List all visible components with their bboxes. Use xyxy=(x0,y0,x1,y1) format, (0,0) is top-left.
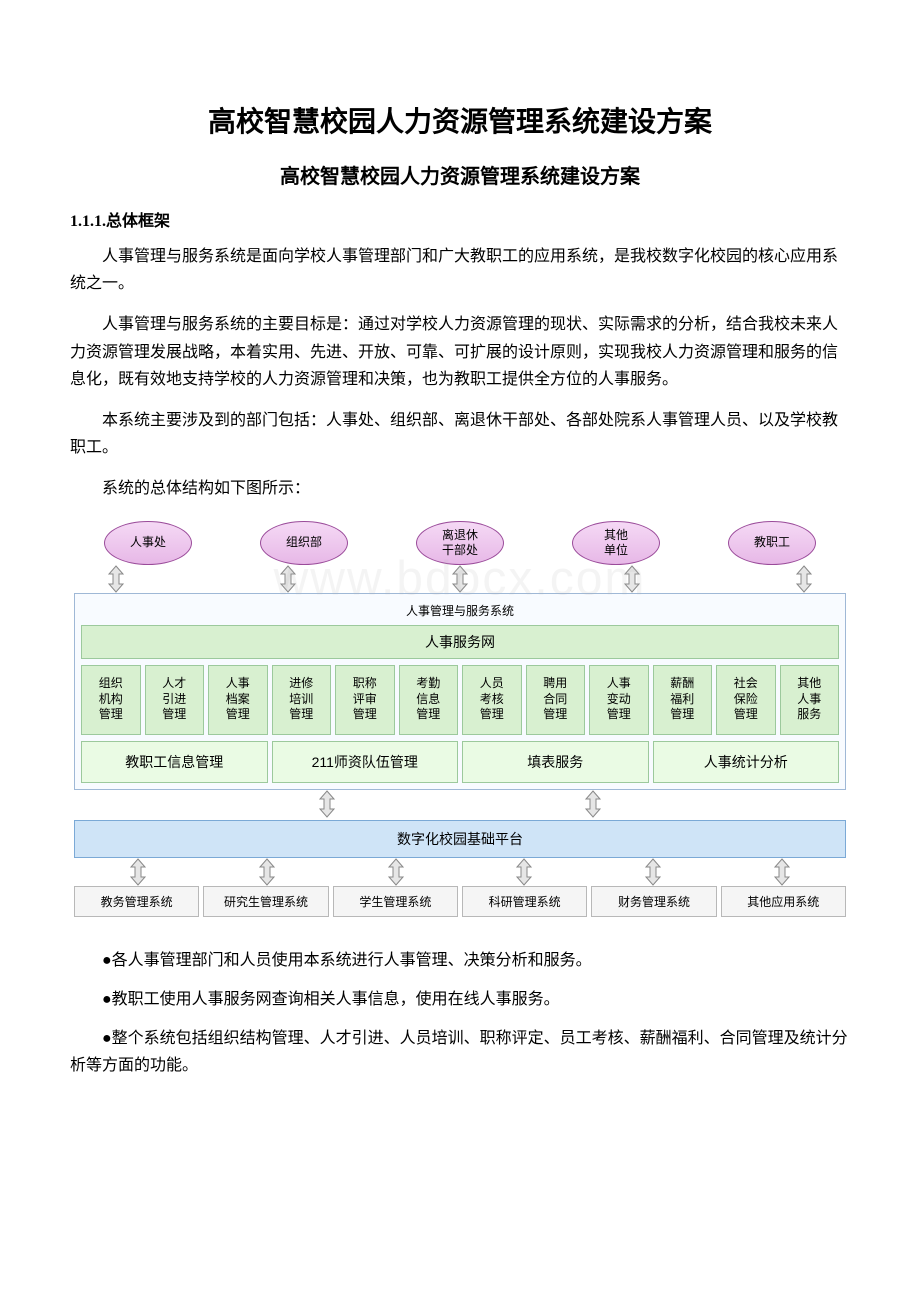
actor-ellipse: 离退休 干部处 xyxy=(416,521,504,565)
bidirectional-arrow-icon xyxy=(792,565,816,593)
bidirectional-arrow-icon xyxy=(126,858,150,886)
module-box: 组织 机构 管理 xyxy=(81,665,141,735)
document-title: 高校智慧校园人力资源管理系统建设方案 xyxy=(70,100,850,140)
main-system-label: 人事管理与服务系统 xyxy=(81,600,839,625)
bidirectional-arrow-icon xyxy=(448,565,472,593)
arrow-row xyxy=(74,858,846,886)
bidirectional-arrow-icon xyxy=(315,790,339,818)
service-net-box: 人事服务网 xyxy=(81,625,839,659)
bidirectional-arrow-icon xyxy=(276,565,300,593)
platform-bar: 数字化校园基础平台 xyxy=(74,820,846,858)
actor-ellipse: 组织部 xyxy=(260,521,348,565)
module-box: 人事 档案 管理 xyxy=(208,665,268,735)
actor-ellipse: 人事处 xyxy=(104,521,192,565)
wide-module-row: 教职工信息管理211师资队伍管理填表服务人事统计分析 xyxy=(81,741,839,783)
module-box: 社会 保险 管理 xyxy=(716,665,776,735)
external-systems-row: 教务管理系统研究生管理系统学生管理系统科研管理系统财务管理系统其他应用系统 xyxy=(74,886,846,917)
paragraph: 本系统主要涉及到的部门包括：人事处、组织部、离退休干部处、各部处院系人事管理人员… xyxy=(70,407,850,461)
actor-ellipse: 其他 单位 xyxy=(572,521,660,565)
bidirectional-arrow-icon xyxy=(384,858,408,886)
bidirectional-arrow-icon xyxy=(620,565,644,593)
actor-row: 人事处 组织部 离退休 干部处 其他 单位 教职工 xyxy=(74,521,846,565)
module-box: 其他 人事 服务 xyxy=(780,665,840,735)
module-box: 职称 评审 管理 xyxy=(335,665,395,735)
bidirectional-arrow-icon xyxy=(770,858,794,886)
system-architecture-diagram: 人事处组织部离退休 干部处其他 单位教职工 www.bdocx.com 人事管理… xyxy=(70,517,850,927)
bullet-item: ●整个系统包括组织结构管理、人才引进、人员培训、职称评定、员工考核、薪酬福利、合… xyxy=(70,1025,850,1079)
wide-module-box: 填表服务 xyxy=(462,741,649,783)
module-row: 组织 机构 管理人才 引进 管理人事 档案 管理进修 培训 管理职称 评审 管理… xyxy=(81,665,839,735)
external-system-box: 教务管理系统 xyxy=(74,886,199,917)
external-system-box: 其他应用系统 xyxy=(721,886,846,917)
bidirectional-arrow-icon xyxy=(581,790,605,818)
module-box: 人事 变动 管理 xyxy=(589,665,649,735)
external-system-box: 科研管理系统 xyxy=(462,886,587,917)
module-box: 考勤 信息 管理 xyxy=(399,665,459,735)
paragraph: 人事管理与服务系统是面向学校人事管理部门和广大教职工的应用系统，是我校数字化校园… xyxy=(70,243,850,297)
wide-module-box: 人事统计分析 xyxy=(653,741,840,783)
module-box: 人员 考核 管理 xyxy=(462,665,522,735)
actor-ellipse: 教职工 xyxy=(728,521,816,565)
external-system-box: 学生管理系统 xyxy=(333,886,458,917)
module-box: 进修 培训 管理 xyxy=(272,665,332,735)
external-system-box: 研究生管理系统 xyxy=(203,886,328,917)
bidirectional-arrow-icon xyxy=(255,858,279,886)
arrow-row xyxy=(74,790,846,820)
module-box: 聘用 合同 管理 xyxy=(526,665,586,735)
wide-module-box: 教职工信息管理 xyxy=(81,741,268,783)
paragraph: 系统的总体结构如下图所示： xyxy=(70,475,850,502)
bullet-item: ●各人事管理部门和人员使用本系统进行人事管理、决策分析和服务。 xyxy=(70,947,850,974)
section-heading: 1.1.1.总体框架 xyxy=(70,207,850,231)
arrow-row xyxy=(74,565,846,593)
external-system-box: 财务管理系统 xyxy=(591,886,716,917)
wide-module-box: 211师资队伍管理 xyxy=(272,741,459,783)
bidirectional-arrow-icon xyxy=(641,858,665,886)
module-box: 薪酬 福利 管理 xyxy=(653,665,713,735)
module-box: 人才 引进 管理 xyxy=(145,665,205,735)
document-subtitle: 高校智慧校园人力资源管理系统建设方案 xyxy=(70,160,850,189)
paragraph: 人事管理与服务系统的主要目标是：通过对学校人力资源管理的现状、实际需求的分析，结… xyxy=(70,311,850,393)
bullet-item: ●教职工使用人事服务网查询相关人事信息，使用在线人事服务。 xyxy=(70,986,850,1013)
main-system-container: 人事管理与服务系统 人事服务网 组织 机构 管理人才 引进 管理人事 档案 管理… xyxy=(74,593,846,790)
bidirectional-arrow-icon xyxy=(512,858,536,886)
bidirectional-arrow-icon xyxy=(104,565,128,593)
